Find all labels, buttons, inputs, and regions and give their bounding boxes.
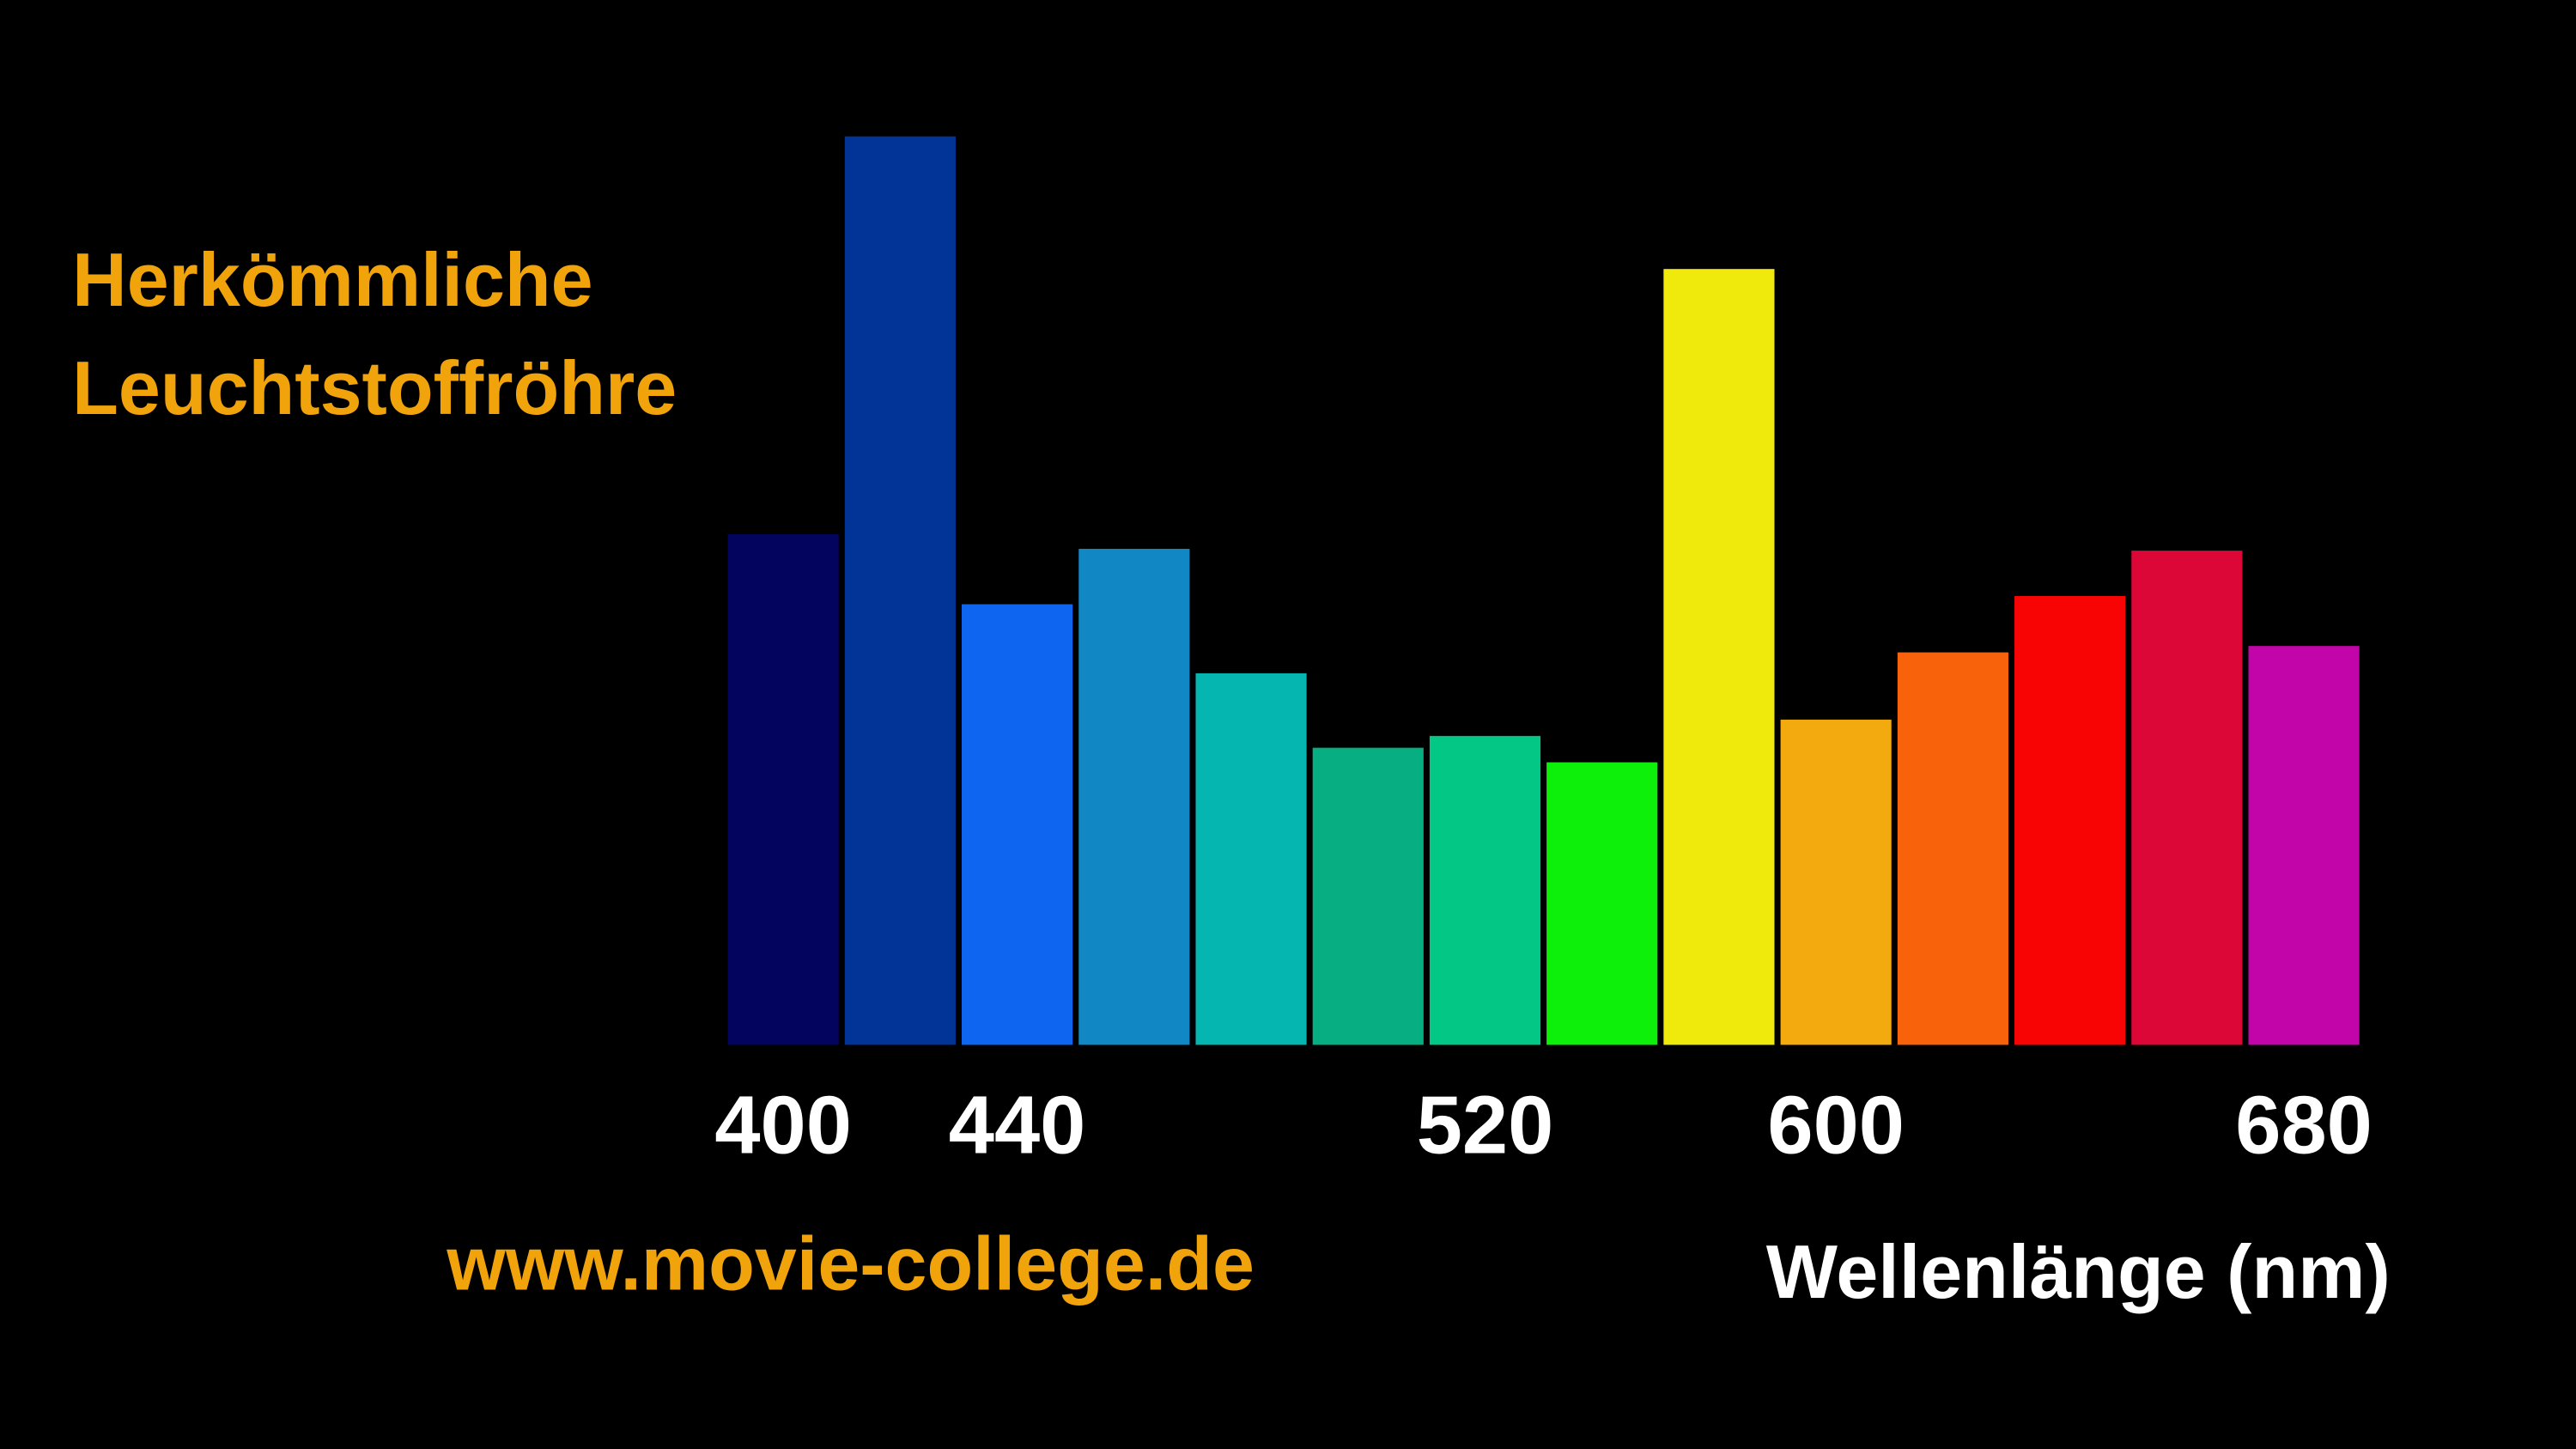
x-axis-label: Wellenlänge (nm) [1766,1229,2391,1314]
bar [2248,646,2360,1045]
bar [1663,269,1775,1045]
x-tick-label: 520 [1417,1080,1554,1172]
bar [1429,735,1541,1045]
x-tick-label: 400 [714,1080,852,1172]
bar [1780,719,1892,1045]
bar [2014,595,2126,1045]
chart-title-line: Leuchtstoffröhre [72,345,677,430]
bar [1078,548,1190,1045]
x-tick-label: 680 [2235,1080,2372,1172]
x-tick-label: 600 [1767,1080,1905,1172]
bar [1312,747,1424,1045]
x-tick-label: 440 [949,1080,1086,1172]
bar [2131,551,2243,1045]
bar [844,136,956,1045]
bar [962,604,1073,1045]
bar [1897,652,2008,1045]
chart-title-line: Herkömmliche [72,237,592,322]
source-url: www.movie-college.de [446,1221,1255,1306]
bar [1195,673,1307,1045]
bar [727,534,839,1045]
bar [1546,762,1658,1045]
